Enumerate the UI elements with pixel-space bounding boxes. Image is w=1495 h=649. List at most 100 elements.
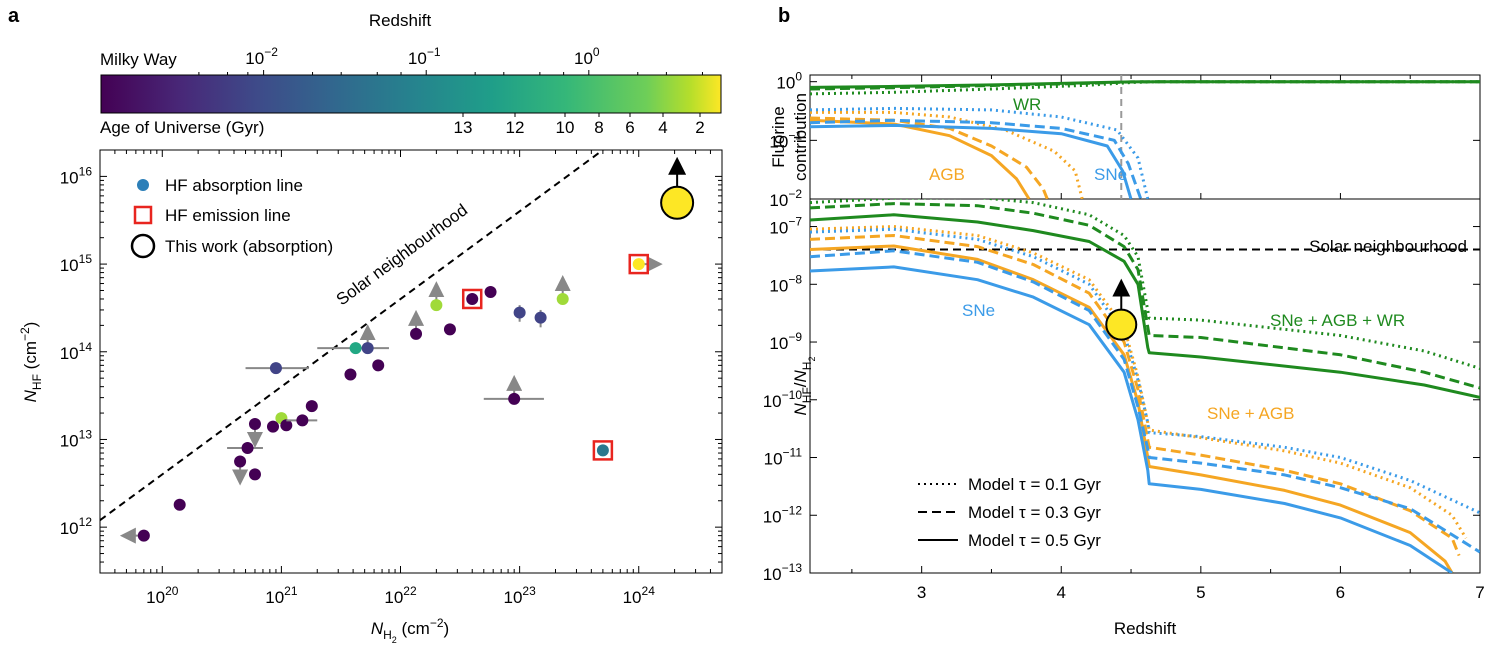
b-x-tick-label: 7 xyxy=(1475,583,1484,602)
colorbar-age-tick-label: 12 xyxy=(506,118,525,137)
panel-a-axes-frame xyxy=(99,149,723,574)
data-point xyxy=(513,306,526,319)
this-work-point xyxy=(660,185,695,220)
data-point xyxy=(430,299,443,312)
data-point xyxy=(410,327,423,340)
annotation-sne-top: SNe xyxy=(1094,165,1127,184)
colorbar-redshift-tick-label: 10−1 xyxy=(408,45,441,68)
legend-tau-05: Model τ = 0.5 Gyr xyxy=(968,531,1101,550)
data-point xyxy=(632,258,645,271)
series-line xyxy=(810,106,1150,199)
panel-b-this-work-marker xyxy=(1105,278,1138,341)
data-point xyxy=(556,292,569,305)
legend-emission-marker xyxy=(133,205,153,225)
x-tick-label: 1021 xyxy=(265,584,298,607)
series-line xyxy=(810,213,1480,399)
series-line xyxy=(810,80,1480,89)
annotation-sne-agb: SNe + AGB xyxy=(1207,404,1294,423)
data-point xyxy=(596,444,609,457)
y-tick-label: 1012 xyxy=(60,515,93,538)
data-point xyxy=(305,400,318,413)
data-point xyxy=(296,414,309,427)
panel-b-bottom-series xyxy=(810,199,1480,573)
series-line xyxy=(810,199,1480,370)
colorbar-gradient xyxy=(100,74,722,114)
panel-a-x-label: NH2 (cm−2) xyxy=(371,616,449,645)
colorbar-age-ticks: 13 12 10 8 6 4 2 xyxy=(454,113,705,137)
annotation-sne-bottom: SNe xyxy=(962,301,995,320)
colorbar-bottom-label: Age of Universe (Gyr) xyxy=(100,118,264,137)
series-line xyxy=(810,227,1480,515)
b-bottom-y-tick-label: 10−13 xyxy=(763,561,803,584)
data-point xyxy=(349,342,362,355)
b-x-tick-label: 3 xyxy=(917,583,926,602)
data-point xyxy=(248,418,261,431)
legend-tau-01: Model τ = 0.1 Gyr xyxy=(968,475,1101,494)
series-line xyxy=(810,225,1468,539)
data-point xyxy=(266,420,279,433)
panel-b-bottom-y-label: NHF/NH2 xyxy=(791,357,817,416)
annotation-sne-agb-wr: SNe + AGB + WR xyxy=(1270,311,1405,330)
b-top-y-tick-label: 100 xyxy=(776,70,802,93)
data-point xyxy=(508,392,521,405)
data-point xyxy=(344,368,357,381)
colorbar-age-tick-label: 2 xyxy=(695,118,704,137)
series-line xyxy=(810,123,1133,199)
b-bottom-y-tick-label: 10−9 xyxy=(769,330,802,353)
b-bottom-y-tick-label: 10−10 xyxy=(763,388,803,411)
y-tick-label: 1015 xyxy=(60,252,93,275)
panel-a-label: a xyxy=(8,5,20,27)
y-tick-label: 1016 xyxy=(60,164,93,187)
emission-box xyxy=(628,253,649,275)
legend-absorption-marker xyxy=(137,179,149,191)
series-line xyxy=(810,80,1480,96)
x-tick-label: 1022 xyxy=(384,584,417,607)
data-point xyxy=(280,419,293,432)
data-point xyxy=(234,455,247,468)
b-bottom-y-tick-label: 10−8 xyxy=(769,272,802,295)
panel-b-x-label: Redshift xyxy=(1114,619,1177,638)
panel-a-ticks: 1020 1021 1022 1023 1024 1012 1013 1014 1015 1016 xyxy=(60,149,723,607)
y-tick-label: 1013 xyxy=(60,427,93,450)
annotation-solar: Solar neighbourhood xyxy=(1309,237,1467,256)
series-line xyxy=(810,118,1143,199)
b-top-y-tick-label: 10−2 xyxy=(769,187,802,210)
legend-tau-03: Model τ = 0.3 Gyr xyxy=(968,503,1101,522)
data-point xyxy=(248,468,261,481)
legend-emission-label: HF emission line xyxy=(165,206,291,225)
colorbar-redshift-ticks: 10−2 10−1 100 xyxy=(198,45,703,75)
data-point xyxy=(137,529,150,542)
series-line xyxy=(810,265,1453,573)
series-line xyxy=(810,118,1031,199)
data-point xyxy=(241,441,254,454)
b-x-tick-label: 6 xyxy=(1336,583,1345,602)
x-tick-label: 1023 xyxy=(503,584,536,607)
x-tick-label: 1024 xyxy=(623,584,656,607)
colorbar-title: Redshift xyxy=(369,11,432,30)
legend-absorption-label: HF absorption line xyxy=(165,176,303,195)
y-tick-label: 1014 xyxy=(60,340,93,363)
legend-this-work-marker xyxy=(130,233,156,259)
emission-box xyxy=(592,440,614,461)
solar-neighbourhood-line xyxy=(100,150,604,522)
b-x-tick-label: 5 xyxy=(1196,583,1205,602)
panel-a-y-label: NHF (cm−2) xyxy=(18,322,44,403)
panel-a-legend: HF absorption line HF emission line This… xyxy=(130,176,333,259)
colorbar-age-tick-label: 8 xyxy=(594,118,603,137)
legend-this-work-label: This work (absorption) xyxy=(165,237,333,256)
colorbar-redshift-tick-label: 10−2 xyxy=(245,45,278,68)
b-bottom-y-tick-label: 10−12 xyxy=(763,503,803,526)
data-point xyxy=(372,359,385,372)
this-work-point xyxy=(1105,308,1138,341)
series-line xyxy=(810,234,1461,557)
b-bottom-y-tick-label: 10−11 xyxy=(764,446,803,469)
data-point xyxy=(269,362,282,375)
panel-b-legend: Model τ = 0.1 Gyr Model τ = 0.3 Gyr Mode… xyxy=(918,475,1101,550)
data-point xyxy=(484,286,497,299)
panel-a-solar-line xyxy=(100,150,604,522)
panel-b-bottom-frame xyxy=(809,198,1481,574)
x-tick-label: 1020 xyxy=(146,584,179,607)
panel-b-label: b xyxy=(778,5,790,27)
series-line xyxy=(810,249,1480,554)
